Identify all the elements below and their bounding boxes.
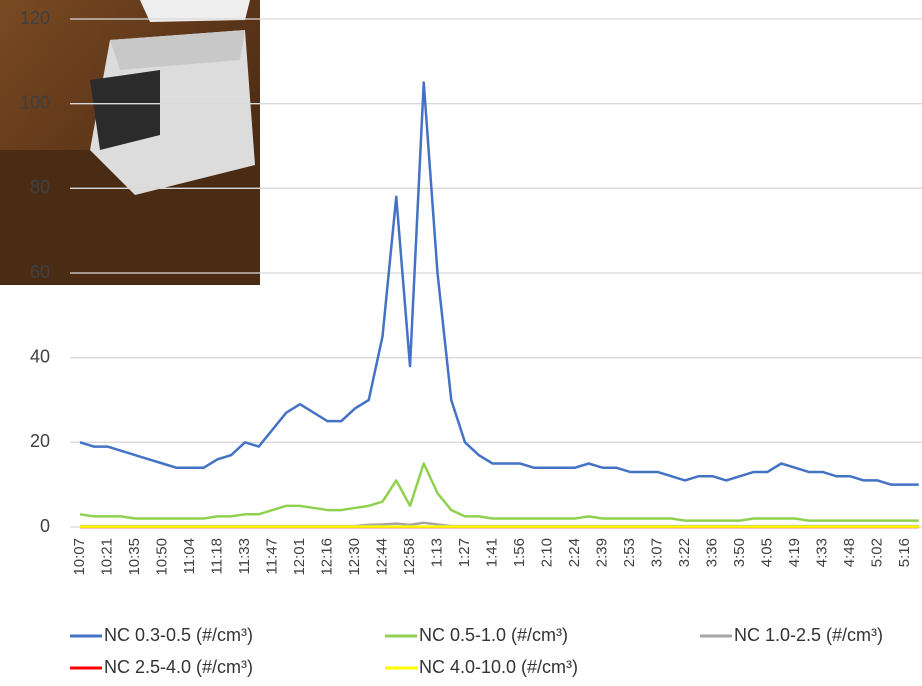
- x-tick-label: 1:13: [428, 538, 445, 567]
- x-tick-label: 12:58: [401, 538, 418, 576]
- x-tick-label: 3:22: [676, 538, 693, 567]
- x-tick-label: 2:24: [566, 538, 583, 567]
- x-tick-label: 10:07: [71, 538, 88, 576]
- y-tick-label: 60: [30, 262, 50, 282]
- legend-label: NC 4.0-10.0 (#/cm³): [419, 657, 578, 677]
- series-line: [79, 81, 919, 486]
- x-tick-label: 4:33: [813, 538, 830, 567]
- x-tick-label: 10:21: [98, 538, 115, 576]
- photo-overlay: [0, 0, 260, 285]
- legend-label: NC 1.0-2.5 (#/cm³): [734, 625, 883, 645]
- legend-label: NC 0.5-1.0 (#/cm³): [419, 625, 568, 645]
- x-tick-label: 2:10: [538, 538, 555, 567]
- x-tick-label: 12:01: [291, 538, 308, 576]
- x-tick-label: 11:18: [208, 538, 225, 574]
- x-tick-label: 2:39: [593, 538, 610, 567]
- x-tick-label: 5:02: [868, 538, 885, 567]
- x-tick-label: 10:35: [126, 538, 143, 576]
- x-tick-label: 5:16: [896, 538, 913, 567]
- legend-label: NC 0.3-0.5 (#/cm³): [104, 625, 253, 645]
- x-tick-label: 11:33: [236, 538, 253, 574]
- y-tick-label: 20: [30, 431, 50, 451]
- x-tick-label: 1:41: [483, 538, 500, 567]
- y-tick-label: 0: [40, 516, 50, 536]
- plot-area: [79, 81, 919, 529]
- y-tick-label: 120: [20, 8, 50, 28]
- x-tick-label: 11:47: [263, 538, 280, 574]
- x-tick-label: 12:30: [346, 538, 363, 576]
- legend: NC 0.3-0.5 (#/cm³) NC 0.5-1.0 (#/cm³) NC 1…: [70, 625, 883, 677]
- y-tick-label: 40: [30, 346, 50, 366]
- x-tick-label: 12:44: [373, 538, 390, 576]
- x-tick-label: 3:50: [731, 538, 748, 567]
- x-tick-label: 10:50: [153, 538, 170, 576]
- legend-label: NC 2.5-4.0 (#/cm³): [104, 657, 253, 677]
- x-tick-label: 1:56: [511, 538, 528, 567]
- x-tick-label: 12:16: [318, 538, 335, 576]
- x-tick-label: 3:36: [703, 538, 720, 567]
- x-tick-label: 4:05: [758, 538, 775, 567]
- x-tick-label: 2:53: [621, 538, 638, 567]
- y-tick-label: 100: [20, 92, 50, 112]
- x-tick-label: 3:07: [648, 538, 665, 567]
- series-line: [79, 462, 919, 522]
- axes: 0 20 40 60 80 100 120 10:07 10:21 10:35 10:50 11:04…: [20, 8, 913, 576]
- x-tick-label: 4:19: [786, 538, 803, 567]
- x-tick-label: 11:04: [181, 538, 198, 574]
- x-tick-label: 1:27: [456, 538, 473, 567]
- x-tick-label: 4:48: [841, 538, 858, 567]
- y-tick-label: 80: [30, 177, 50, 197]
